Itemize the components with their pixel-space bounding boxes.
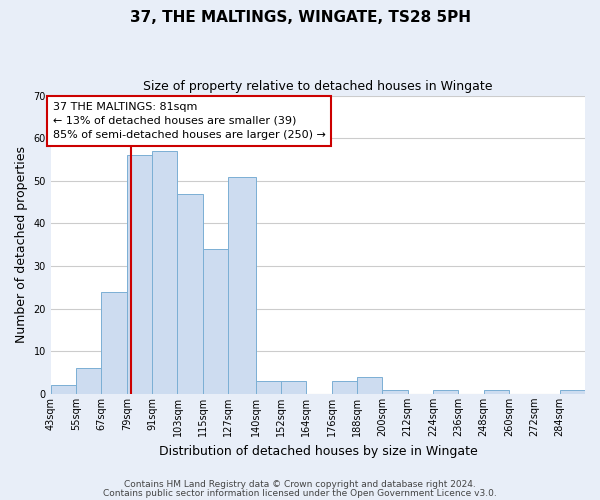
Bar [433,390,458,394]
Bar [382,390,407,394]
Text: 37, THE MALTINGS, WINGATE, TS28 5PH: 37, THE MALTINGS, WINGATE, TS28 5PH [130,10,470,25]
Text: 37 THE MALTINGS: 81sqm
← 13% of detached houses are smaller (39)
85% of semi-det: 37 THE MALTINGS: 81sqm ← 13% of detached… [53,102,326,140]
Text: Contains HM Land Registry data © Crown copyright and database right 2024.: Contains HM Land Registry data © Crown c… [124,480,476,489]
X-axis label: Distribution of detached houses by size in Wingate: Distribution of detached houses by size … [158,444,477,458]
Bar [228,176,256,394]
Bar [332,381,357,394]
Bar [357,377,382,394]
Bar [178,194,203,394]
Text: Contains public sector information licensed under the Open Government Licence v3: Contains public sector information licen… [103,489,497,498]
Title: Size of property relative to detached houses in Wingate: Size of property relative to detached ho… [143,80,493,93]
Bar [101,292,127,394]
Y-axis label: Number of detached properties: Number of detached properties [15,146,28,343]
Bar [76,368,101,394]
Bar [484,390,509,394]
Bar [281,381,306,394]
Bar [203,249,228,394]
Bar [127,155,152,394]
Bar [560,390,585,394]
Bar [51,386,76,394]
Bar [256,381,281,394]
Bar [152,151,178,394]
